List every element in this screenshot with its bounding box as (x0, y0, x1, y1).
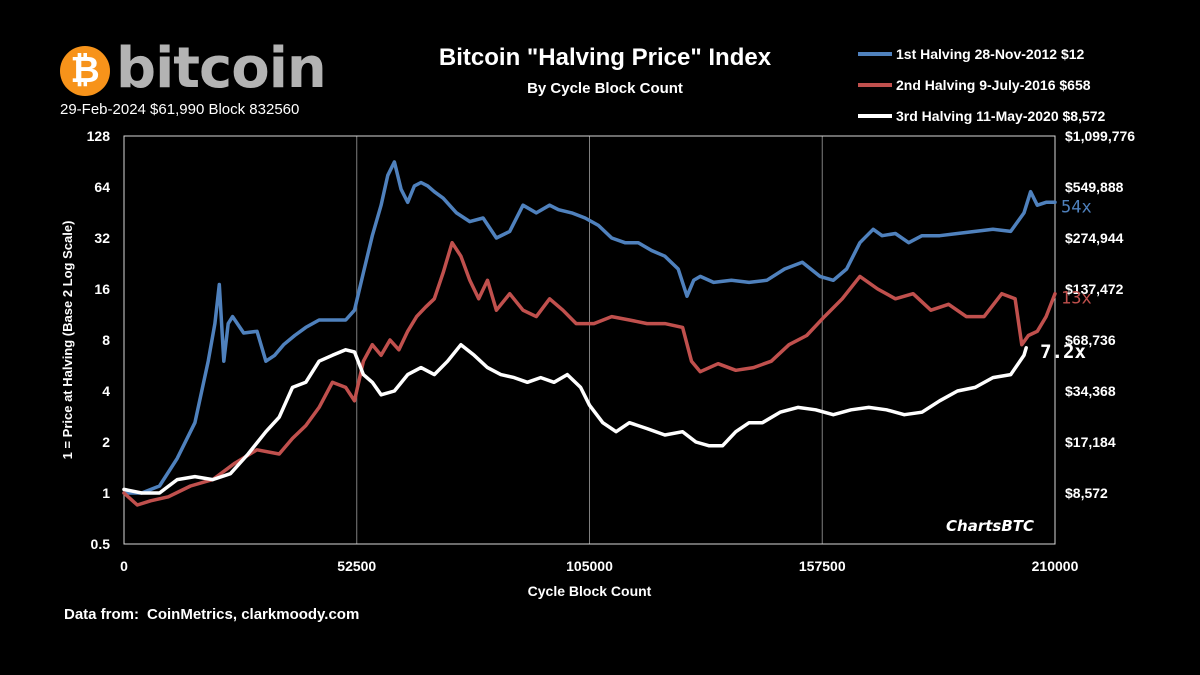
legend-swatch (858, 82, 892, 87)
price-snapshot: 29-Feb-2024 $61,990 Block 832560 (60, 101, 300, 118)
series-end-label: 7.2x (1040, 341, 1086, 363)
legend-swatch (858, 113, 892, 118)
legend-entry: 3rd Halving 11-May-2020 $8,572 (858, 100, 1105, 131)
x-tick-label: 157500 (799, 558, 846, 574)
x-tick-label: 52500 (337, 558, 376, 574)
data-source-label: Data from: (64, 606, 140, 623)
data-source-text: CoinMetrics, clarkmoody.com (147, 606, 360, 623)
y2-tick-label: $549,888 (1065, 179, 1124, 195)
bitcoin-wordmark: bitcoin (116, 36, 327, 101)
legend-label: 3rd Halving 11-May-2020 $8,572 (896, 107, 1106, 124)
chart-watermark: ChartsBTC (946, 517, 1034, 535)
legend-swatch (858, 51, 892, 56)
y-tick-label: 16 (94, 281, 110, 297)
series-end-label: 13x (1061, 289, 1092, 309)
x-tick-label: 105000 (566, 558, 613, 574)
y-tick-label: 32 (94, 230, 110, 246)
y-tick-label: 0.5 (91, 536, 111, 552)
y-axis-title: 1 = Price at Halving (Base 2 Log Scale) (60, 221, 75, 460)
chart-subtitle: By Cycle Block Count (527, 80, 683, 97)
series-line (122, 342, 1028, 495)
chart-title: Bitcoin "Halving Price" Index (438, 44, 772, 71)
legend-label: 1st Halving 28-Nov-2012 $12 (896, 45, 1085, 62)
y2-tick-label: $17,184 (1065, 434, 1116, 450)
y2-tick-label: $34,368 (1065, 383, 1116, 399)
y2-tick-label: $68,736 (1065, 332, 1116, 348)
data-source: Data from: CoinMetrics, clarkmoody.com (64, 606, 359, 623)
y-tick-label: 128 (87, 128, 111, 144)
y-tick-label: 8 (102, 332, 110, 348)
y2-tick-label: $274,944 (1065, 230, 1124, 246)
y2-tick-label: $1,099,776 (1065, 128, 1135, 144)
y-tick-label: 1 (102, 485, 110, 501)
series-end-label: 54x (1061, 197, 1092, 217)
legend-label: 2nd Halving 9-July-2016 $658 (896, 76, 1091, 93)
legend-entry: 1st Halving 28-Nov-2012 $12 (858, 38, 1105, 69)
legend-entry: 2nd Halving 9-July-2016 $658 (858, 69, 1105, 100)
plot-area (123, 135, 1056, 545)
y-tick-label: 2 (102, 434, 110, 450)
y2-tick-label: $8,572 (1065, 485, 1108, 501)
y-tick-label: 4 (102, 383, 110, 399)
x-tick-label: 0 (120, 558, 128, 574)
x-axis-title: Cycle Block Count (528, 583, 652, 599)
bitcoin-logo-icon: ₿ (60, 46, 110, 96)
x-tick-label: 210000 (1032, 558, 1079, 574)
y2-tick-label: $137,472 (1065, 281, 1124, 297)
chart-legend: 1st Halving 28-Nov-2012 $12 2nd Halving … (858, 38, 1105, 131)
y-tick-label: 64 (94, 179, 110, 195)
series-line (122, 160, 1057, 495)
series-line (122, 240, 1057, 507)
